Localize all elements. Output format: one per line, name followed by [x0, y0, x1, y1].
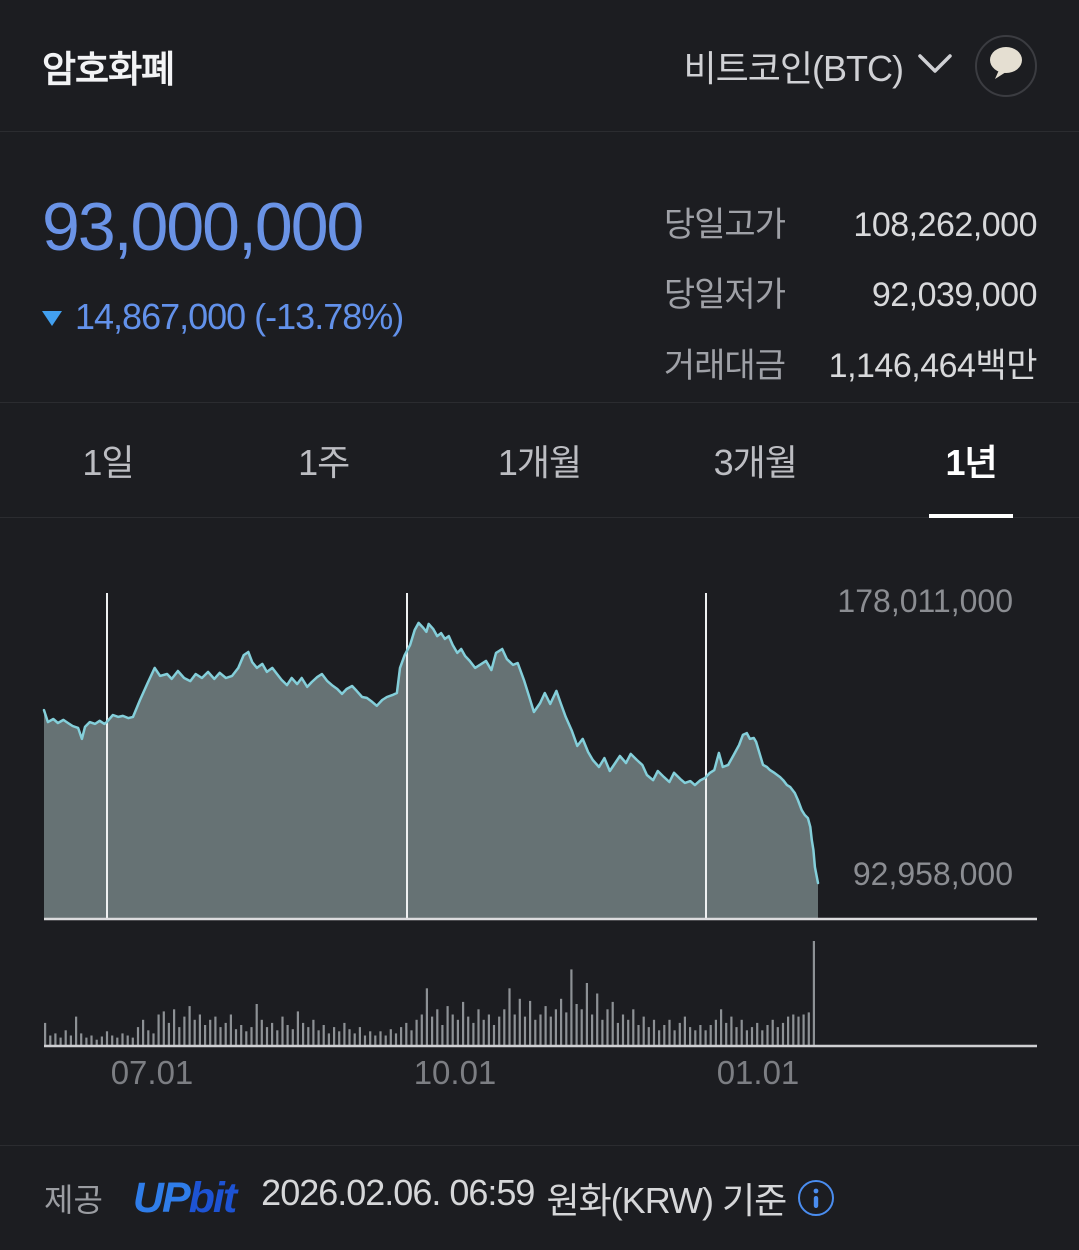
- timestamp: 2026.02.06. 06:59: [261, 1172, 535, 1213]
- tab-1year[interactable]: 1년: [863, 403, 1079, 517]
- stat-value: 92,039,000: [871, 276, 1038, 315]
- header: 암호화폐 비트코인(BTC): [0, 0, 1079, 132]
- svg-text:01.01: 01.01: [717, 1054, 800, 1091]
- price-change: 14,867,000 (-13.78%): [42, 296, 404, 338]
- stat-label: 당일저가: [663, 276, 786, 315]
- header-actions: 비트코인(BTC): [684, 34, 1037, 97]
- quote-timestamp: 2026.02.06. 06:59 원화(KRW) 기준: [261, 1172, 787, 1224]
- quote-section: 93,000,000 14,867,000 (-13.78%) 당일고가 108…: [0, 132, 1079, 402]
- current-price: 93,000,000: [42, 189, 364, 265]
- chevron-down-icon: [917, 51, 953, 80]
- stat-value: 1,146,464백만: [828, 347, 1038, 386]
- tab-1day[interactable]: 1일: [82, 442, 134, 483]
- tab-1week[interactable]: 1주: [298, 442, 350, 483]
- footer: 제공 UPbit 2026.02.06. 06:59 원화(KRW) 기준: [0, 1145, 1079, 1250]
- stat-label: 거래대금: [663, 347, 786, 386]
- price-block: 93,000,000 14,867,000 (-13.78%): [42, 132, 404, 402]
- svg-text:178,011,000: 178,011,000: [837, 583, 1013, 619]
- daily-stats: 당일고가 108,262,000 당일저가 92,039,000 거래대금 1,…: [663, 190, 1038, 402]
- period-tabs: 1일 1주 1개월 3개월 1년: [0, 402, 1079, 518]
- stat-label: 당일고가: [663, 205, 786, 244]
- stat-value: 108,262,000: [853, 205, 1037, 244]
- provider-label: 제공: [44, 1182, 103, 1218]
- down-triangle-icon: [42, 310, 62, 326]
- price-chart[interactable]: 178,011,000 92,958,000 07.01 10.01 01.01: [0, 518, 1079, 1145]
- chat-button[interactable]: [975, 34, 1037, 97]
- coin-selector-dropdown[interactable]: 비트코인(BTC): [684, 40, 953, 92]
- tab-1month[interactable]: 1개월: [497, 442, 582, 483]
- page-title: 암호화폐: [42, 48, 175, 90]
- tab-3months[interactable]: 3개월: [713, 442, 798, 483]
- info-circle-icon[interactable]: [798, 1180, 835, 1216]
- coin-selector-label: 비트코인(BTC): [683, 47, 904, 89]
- currency-basis: 원화(KRW) 기준: [546, 1180, 787, 1221]
- change-amount: 14,867,000 (-13.78%): [75, 296, 404, 337]
- svg-text:92,958,000: 92,958,000: [853, 856, 1013, 892]
- upbit-logo[interactable]: UPbit: [132, 1173, 237, 1222]
- speech-bubble-icon: [987, 45, 1025, 86]
- svg-text:07.01: 07.01: [111, 1054, 194, 1091]
- svg-text:10.01: 10.01: [414, 1054, 497, 1091]
